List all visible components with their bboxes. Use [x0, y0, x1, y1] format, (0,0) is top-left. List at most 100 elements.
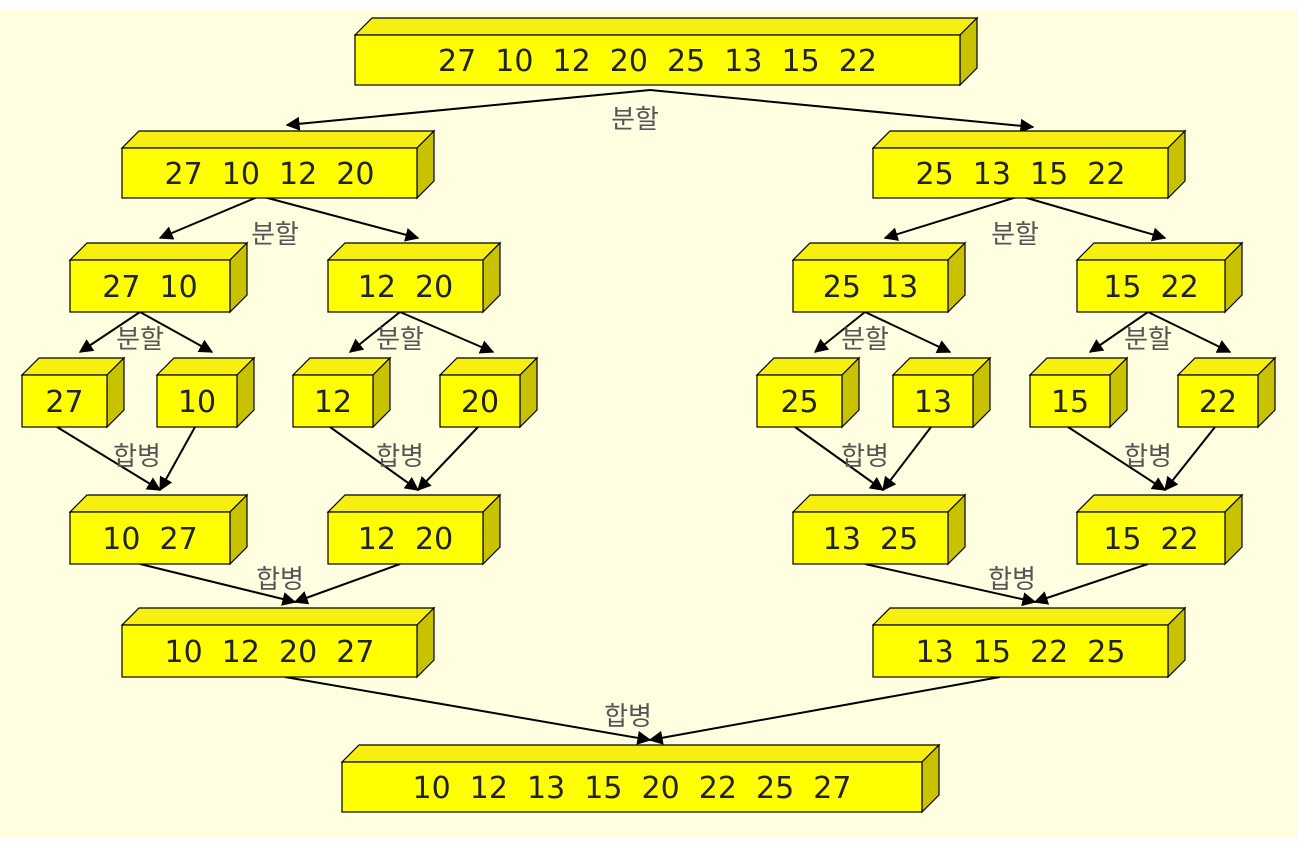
- edge-RR-to-g: [1088, 311, 1149, 353]
- edge-LR-to-d: [399, 311, 495, 354]
- box-front-face: [121, 147, 418, 199]
- edge-d-to-mLR: [417, 426, 479, 492]
- box-top-face: [326, 242, 502, 261]
- box-a: 27: [20, 356, 126, 429]
- edge-LL-to-a: [78, 311, 141, 353]
- edge-a-to-mLL: [56, 426, 162, 491]
- box-top-face: [340, 744, 941, 763]
- edge-mLR-to-mL: [293, 563, 401, 605]
- box-front-face: [872, 147, 1169, 199]
- split-label: 분할: [611, 105, 659, 135]
- box-d: 20: [438, 356, 539, 429]
- box-top-face: [791, 494, 967, 513]
- split-label: 분할: [841, 325, 889, 355]
- merge-label: 합병: [988, 565, 1036, 595]
- box-value-text: 10: [178, 385, 216, 420]
- edge-RR-to-h: [1147, 311, 1232, 353]
- box-top-face: [353, 17, 979, 36]
- box-front-face: [121, 624, 418, 678]
- box-RL: 25 13: [791, 241, 967, 314]
- merge-label: 합병: [1124, 442, 1172, 472]
- box-front-face: [756, 374, 843, 428]
- box-value-text: 13: [914, 385, 952, 420]
- box-top-face: [871, 130, 1187, 149]
- box-root: 27 10 12 20 25 13 15 22: [353, 16, 979, 87]
- merge-label: 합병: [376, 442, 424, 472]
- edge-c-to-mLR: [329, 426, 420, 491]
- box-top-face: [871, 607, 1187, 626]
- box-front-face: [792, 511, 949, 565]
- box-mRL: 13 25: [791, 493, 967, 566]
- merge-label: 합병: [841, 442, 889, 472]
- box-g: 15: [1028, 356, 1129, 429]
- edge-h-to-mRR: [1164, 426, 1216, 492]
- box-front-face: [327, 511, 484, 565]
- box-final: 10 12 13 15 20 22 25 27: [340, 743, 941, 814]
- edge-mLL-to-mL: [139, 563, 297, 606]
- edge-LR-to-c: [348, 311, 401, 353]
- edge-LL-to-b: [139, 311, 214, 353]
- box-mL: 10 12 20 27: [120, 606, 436, 679]
- box-front-face: [1076, 259, 1226, 313]
- box-top-face: [755, 357, 861, 376]
- box-front-face: [69, 259, 231, 313]
- box-top-face: [1075, 494, 1244, 513]
- edge-root-to-L: [285, 89, 651, 131]
- box-top-face: [68, 242, 249, 261]
- box-front-face: [292, 374, 374, 428]
- box-top-face: [326, 494, 502, 513]
- box-front-face: [872, 624, 1169, 678]
- edge-b-to-mLL: [159, 426, 196, 492]
- box-top-face: [1075, 242, 1244, 261]
- box-value-text: 10 27: [102, 522, 197, 557]
- box-LL: 27 10: [68, 241, 249, 314]
- edge-mRL-to-mR: [864, 563, 1037, 607]
- edge-L-to-LL: [158, 195, 261, 240]
- box-value-text: 10 12 13 15 20 22 25 27: [413, 771, 852, 806]
- box-front-face: [327, 259, 484, 313]
- box-value-text: 15 22: [1103, 270, 1198, 305]
- edge-RL-to-e: [813, 311, 866, 353]
- box-RR: 15 22: [1075, 241, 1244, 314]
- edge-mL-to-final: [284, 676, 652, 745]
- box-f: 13: [891, 356, 992, 429]
- box-value-text: 22: [1199, 385, 1237, 420]
- box-value-text: 25 13: [823, 270, 918, 305]
- box-value-text: 12 20: [358, 522, 453, 557]
- box-value-text: 27 10: [102, 270, 197, 305]
- split-label: 분할: [1124, 325, 1172, 355]
- edge-L-to-LR: [259, 195, 420, 242]
- box-c: 12: [291, 356, 392, 429]
- box-value-text: 13 15 22 25: [916, 635, 1126, 670]
- box-value-text: 27 10 12 20: [165, 157, 375, 192]
- box-mLL: 10 27: [68, 493, 249, 566]
- box-front-face: [21, 374, 108, 428]
- box-front-face: [792, 259, 949, 313]
- edge-RL-to-f: [864, 311, 952, 353]
- box-mRR: 15 22: [1075, 493, 1244, 566]
- box-top-face: [120, 130, 436, 149]
- box-value-text: 25: [780, 385, 818, 420]
- box-front-face: [341, 761, 923, 813]
- edges-layer: [56, 89, 1232, 745]
- box-R: 25 13 15 22: [871, 129, 1187, 200]
- split-label: 분할: [376, 325, 424, 355]
- box-mLR: 12 20: [326, 493, 502, 566]
- edge-mR-to-final: [648, 676, 1001, 745]
- box-value-text: 20: [461, 385, 499, 420]
- box-front-face: [354, 34, 961, 86]
- edge-e-to-mRL: [794, 426, 885, 491]
- box-top-face: [120, 607, 436, 626]
- box-front-face: [892, 374, 974, 428]
- box-value-text: 12: [314, 385, 352, 420]
- box-top-face: [791, 242, 967, 261]
- edge-R-to-RL: [883, 195, 1021, 241]
- box-value-text: 13 25: [823, 522, 918, 557]
- box-h: 22: [1176, 356, 1277, 429]
- box-value-text: 25 13 15 22: [916, 157, 1126, 192]
- boxes-layer: 27 10 12 20 25 13 15 22 27 10 12 20 25 13 …: [20, 16, 1277, 814]
- box-L: 27 10 12 20: [120, 129, 436, 200]
- box-front-face: [1177, 374, 1259, 428]
